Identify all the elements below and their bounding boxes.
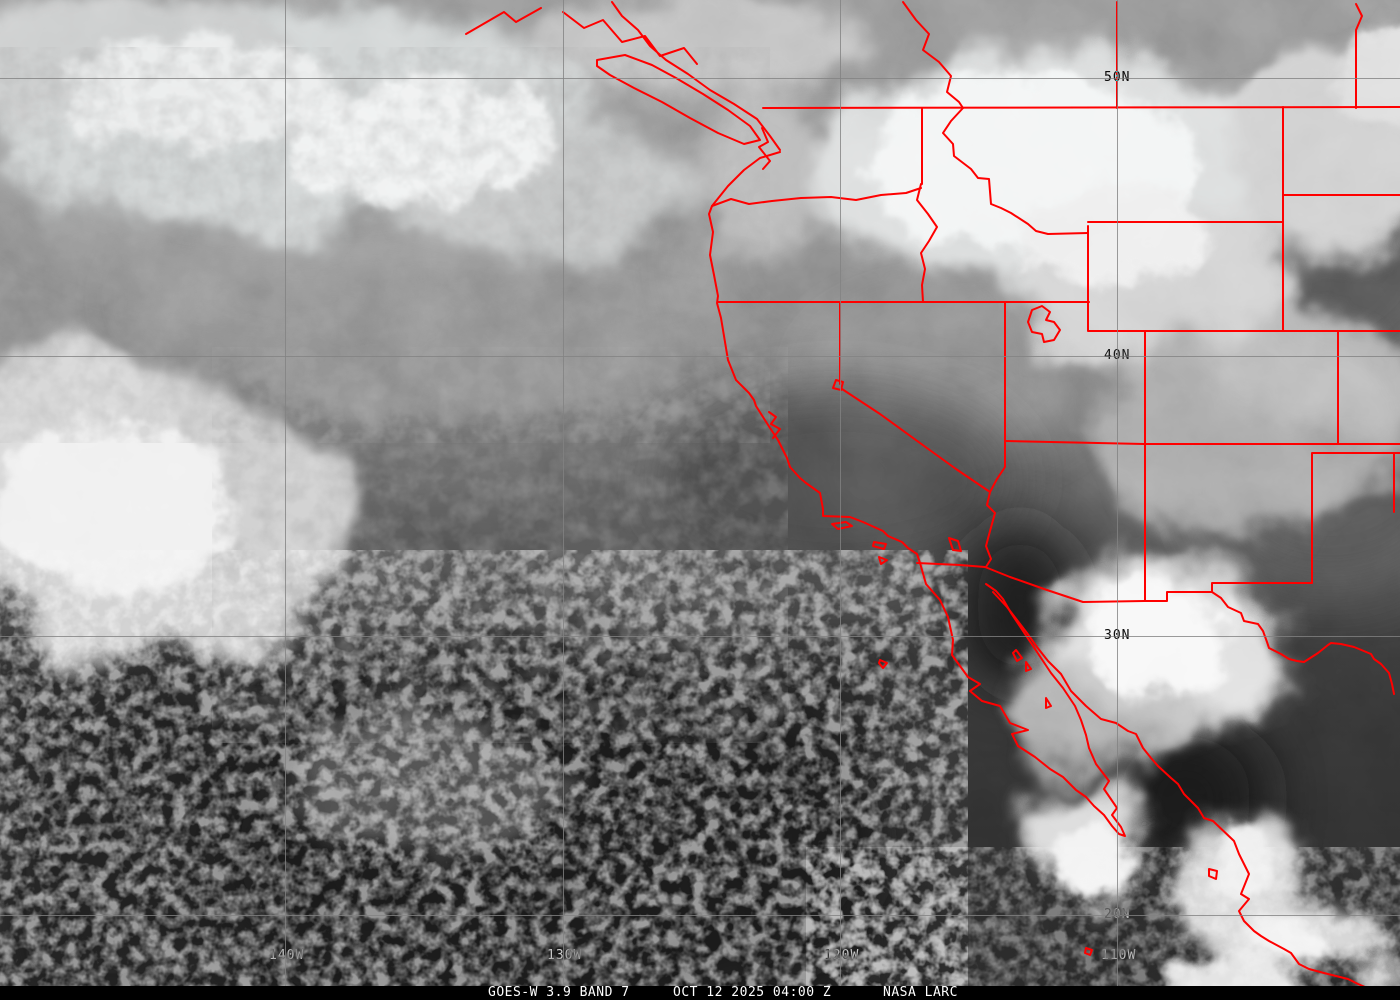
map-overlay-lines xyxy=(465,1,1400,991)
great-salt-lake-path xyxy=(1027,305,1061,343)
caption-credit: NASA LARC xyxy=(883,985,958,1000)
us-mexico-border-path xyxy=(916,562,1146,603)
caption-datetime: OCT 12 2025 04:00 Z xyxy=(673,985,832,1000)
saskatchewan-manitoba-border-path xyxy=(1355,3,1363,109)
caption-product: GOES-W 3.9 BAND 7 xyxy=(488,985,630,1000)
idaho-montana-border-path xyxy=(942,107,1089,235)
bc-coast-islands-path xyxy=(465,1,781,151)
colorado-river-border-path xyxy=(989,440,1006,493)
montana-dakota-borders-path xyxy=(1282,106,1400,223)
washington-oregon-border-path xyxy=(711,187,922,207)
baja-california-path xyxy=(919,562,1126,837)
gulf-islands-path xyxy=(1012,649,1052,709)
mexico-mainland-coast-path xyxy=(992,591,1373,991)
isla-cedros-dot xyxy=(878,659,888,669)
west-coastline-path xyxy=(708,151,921,564)
san-francisco-bay-path xyxy=(768,411,781,439)
wyoming-borders-path xyxy=(1087,221,1400,332)
newmexico-bootheel-path xyxy=(1144,582,1313,602)
nayarit-island-path xyxy=(1208,868,1218,880)
oklahoma-texas-borders-path xyxy=(1311,452,1400,584)
canada-border-path xyxy=(762,106,1400,109)
vancouver-island-path xyxy=(596,54,771,170)
oregon-idaho-border-path xyxy=(916,183,938,303)
caption-bar: GOES-W 3.9 BAND 7 OCT 12 2025 04:00 Z NA… xyxy=(0,986,1400,1000)
rio-grande-path xyxy=(1211,591,1395,695)
bc-alberta-border-path xyxy=(902,1,964,109)
salton-sea-path xyxy=(948,537,962,552)
channel-islands-path xyxy=(831,521,888,565)
islas-marias-dot xyxy=(1084,947,1093,956)
